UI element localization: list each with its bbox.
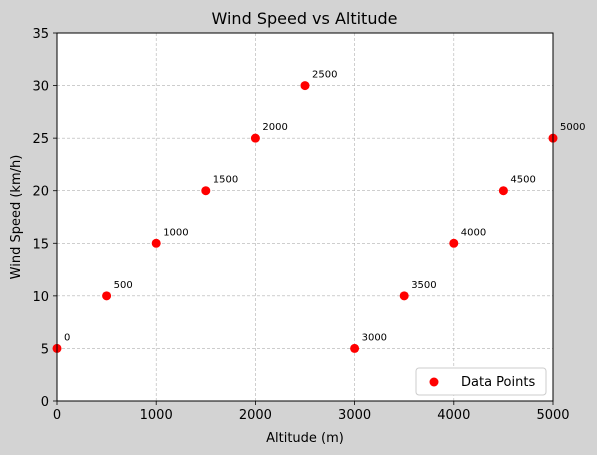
- point-annotations: 0 500 1000 1500 2000 2500 3000 3500 4000 4500 5000: [64, 70, 585, 344]
- y-tick-label: 10: [32, 290, 49, 305]
- point-annotation: 1000: [163, 227, 188, 238]
- y-tick-label: 35: [32, 27, 49, 42]
- legend-box: [415, 367, 547, 396]
- chart-title: Wind Speed vs Altitude: [212, 9, 398, 28]
- y-tick-label: 20: [32, 185, 49, 200]
- gridlines: [56, 32, 554, 402]
- data-point: [300, 81, 310, 91]
- plot-area: [57, 33, 553, 401]
- data-point: [498, 186, 508, 196]
- data-point: [399, 291, 409, 301]
- point-annotation: 2500: [312, 70, 337, 81]
- point-annotation: 2000: [262, 122, 287, 133]
- x-tick-label: 1000: [140, 408, 173, 423]
- y-tick-label: 0: [41, 395, 49, 410]
- data-point: [102, 291, 112, 301]
- legend: Data Points: [415, 367, 547, 396]
- legend-marker: [429, 377, 439, 387]
- x-tick-label: 0: [53, 408, 61, 423]
- y-axis-label: Wind Speed (km/h): [9, 155, 24, 280]
- legend-label: Data Points: [461, 375, 535, 390]
- point-annotation: 1500: [213, 175, 238, 186]
- data-point: [449, 238, 459, 248]
- data-point: [151, 238, 161, 248]
- data-point: [250, 133, 260, 143]
- plot-frame: [56, 32, 554, 402]
- y-tick-label: 5: [41, 342, 49, 357]
- y-tick-label: 15: [32, 237, 49, 252]
- point-annotation: 0: [64, 332, 70, 343]
- point-annotation: 3000: [362, 332, 387, 343]
- point-annotation: 500: [114, 280, 133, 291]
- x-tick-label: 2000: [239, 408, 272, 423]
- y-tick-label: 30: [32, 80, 49, 95]
- data-point: [201, 186, 211, 196]
- x-axis-label: Altitude (m): [266, 431, 344, 446]
- x-tick-label: 4000: [437, 408, 470, 423]
- x-tick-label: 5000: [536, 408, 569, 423]
- point-annotation: 4000: [461, 227, 486, 238]
- point-annotation: 4500: [510, 175, 535, 186]
- x-tick-label: 3000: [338, 408, 371, 423]
- data-point: [350, 343, 360, 353]
- point-annotation: 3500: [411, 280, 436, 291]
- y-tick-label: 25: [32, 132, 49, 147]
- point-annotation: 5000: [560, 122, 585, 133]
